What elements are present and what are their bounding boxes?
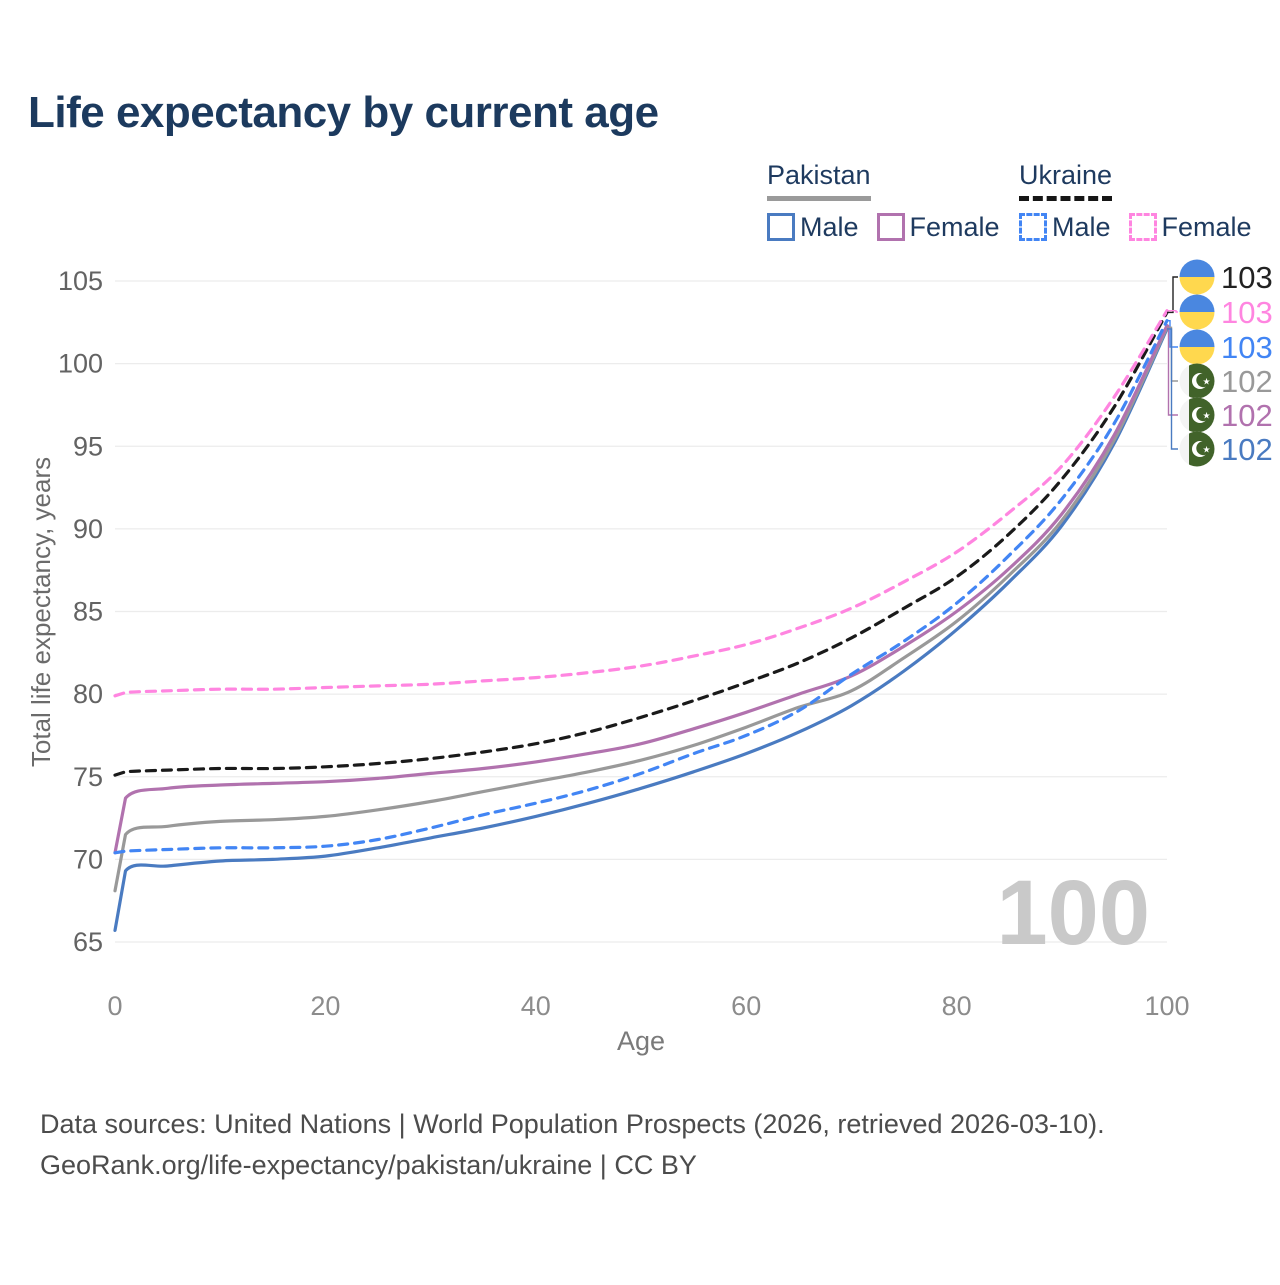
end-label-value: 102	[1221, 398, 1273, 433]
y-tick-label: 80	[73, 679, 103, 709]
series-line-ukraine-female	[113, 309, 1169, 698]
pakistan-flag-crescent	[1196, 407, 1211, 422]
series-line-pakistan-male	[113, 327, 1169, 932]
legend-label-pakistan-female[interactable]: Female	[909, 212, 1000, 242]
y-tick-label: 105	[58, 266, 103, 296]
y-tick-label: 85	[73, 597, 103, 627]
x-tick-label: 20	[310, 991, 340, 1021]
end-label-value: 103	[1221, 330, 1273, 365]
ukraine-flag-icon	[1179, 294, 1215, 312]
x-tick-label: 80	[942, 991, 972, 1021]
legend-label-ukraine-female[interactable]: Female	[1161, 212, 1252, 242]
end-label-leader-line	[1167, 328, 1178, 450]
y-tick-label: 100	[58, 349, 103, 379]
legend-label-pakistan-male[interactable]: Male	[800, 212, 859, 242]
series-line-ukraine-total	[113, 310, 1169, 777]
y-tick-label: 90	[73, 514, 103, 544]
legend-title-pakistan[interactable]: Pakistan	[767, 160, 871, 201]
series-line-pakistan-female	[113, 324, 1169, 855]
y-tick-label: 75	[73, 762, 103, 792]
end-label-value: 103	[1221, 295, 1273, 330]
legend-swatch-pakistan-male[interactable]	[767, 213, 795, 241]
end-label-leader-line	[1167, 324, 1178, 416]
age-counter-watermark: 100	[997, 862, 1151, 964]
y-axis-title: Total life expectancy, years	[26, 457, 56, 767]
footer-attribution-link[interactable]: GeoRank.org/life-expectancy/pakistan/ukr…	[40, 1150, 697, 1180]
x-axis-title: Age	[617, 1026, 665, 1056]
pakistan-flag-star: ★	[1202, 411, 1210, 421]
chart-footer: Data sources: United Nations | World Pop…	[40, 1104, 1105, 1186]
ukraine-flag-icon	[1179, 329, 1215, 347]
pakistan-flag-crescent	[1196, 373, 1211, 388]
series-line-ukraine-male	[113, 319, 1169, 855]
end-label-value: 102	[1221, 364, 1273, 399]
y-tick-label: 65	[73, 927, 103, 957]
end-label-leader-line	[1167, 320, 1178, 348]
x-tick-label: 40	[521, 991, 551, 1021]
legend-title-ukraine[interactable]: Ukraine	[1019, 160, 1113, 201]
y-tick-label: 70	[73, 844, 103, 874]
end-label-value: 102	[1221, 432, 1273, 467]
legend-label-ukraine-male[interactable]: Male	[1052, 212, 1111, 242]
x-tick-label: 0	[107, 991, 122, 1021]
series-line-pakistan-total	[113, 325, 1169, 893]
ukraine-flag-icon	[1179, 277, 1215, 295]
x-tick-label: 60	[731, 991, 761, 1021]
pakistan-flag-star: ★	[1202, 445, 1210, 455]
x-tick-label: 100	[1144, 991, 1189, 1021]
end-label-leader-line	[1167, 310, 1178, 313]
y-tick-label: 95	[73, 431, 103, 461]
end-label-value: 103	[1221, 260, 1273, 295]
legend-swatch-ukraine-female[interactable]	[1128, 213, 1157, 241]
ukraine-flag-icon	[1179, 312, 1215, 330]
ukraine-flag-icon	[1179, 259, 1215, 277]
pakistan-flag-crescent	[1196, 441, 1211, 456]
legend-swatch-pakistan-female[interactable]	[876, 213, 905, 241]
legend-group-pakistan: Pakistan Male Female	[767, 160, 1018, 241]
legend-swatch-ukraine-male[interactable]	[1019, 213, 1047, 241]
end-label-leader-line	[1167, 276, 1178, 314]
footer-data-sources: Data sources: United Nations | World Pop…	[40, 1109, 1105, 1139]
page-title: Life expectancy by current age	[28, 88, 659, 137]
ukraine-flag-icon	[1179, 347, 1215, 365]
legend-group-ukraine: Ukraine Male Female	[1019, 160, 1270, 241]
chart-legend: Pakistan Male Female Ukraine Male Female	[0, 0, 1280, 250]
pakistan-flag-star: ★	[1202, 377, 1210, 387]
